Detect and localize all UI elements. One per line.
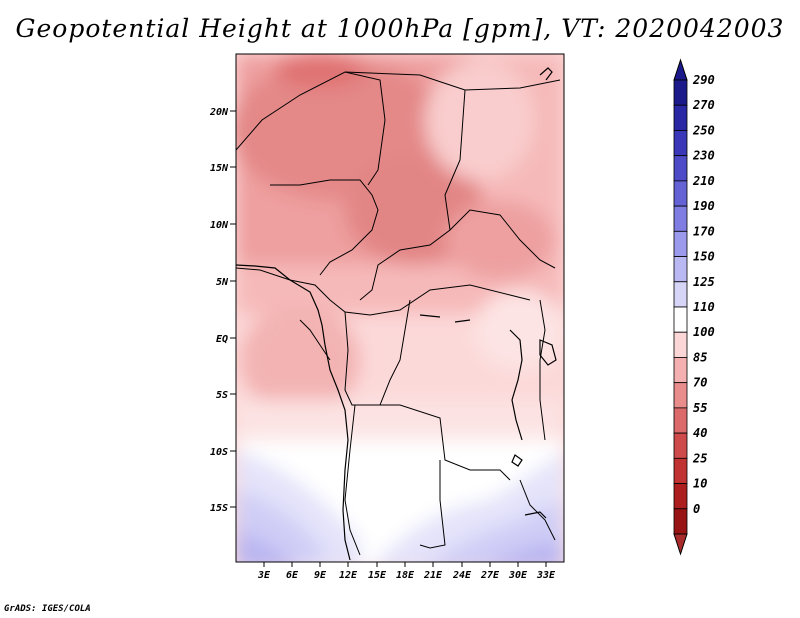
longitude-axis xyxy=(263,562,547,567)
lon-tick-label: 6E xyxy=(286,570,299,581)
colorbar-segment xyxy=(673,382,688,409)
colorbar-segment xyxy=(673,357,688,384)
colorbar-segment xyxy=(673,180,688,207)
colorbar-segment xyxy=(673,281,688,308)
country-borders xyxy=(236,71,561,556)
grads-credit: GrADS: IGES/COLA xyxy=(4,604,91,614)
colorbar-segment xyxy=(673,306,688,333)
colorbar-segment xyxy=(673,432,688,459)
colorbar: 2902702502302101901701501251101008570554… xyxy=(673,58,715,556)
lat-tick-label: 10S xyxy=(210,447,228,458)
colorbar-label: 110 xyxy=(693,300,715,314)
map-frame xyxy=(235,53,565,563)
colorbar-label: 290 xyxy=(692,73,715,87)
lat-tick-label: EQ xyxy=(216,334,228,345)
colorbar-label: 55 xyxy=(693,401,707,415)
lon-tick-label: 9E xyxy=(314,570,327,581)
colorbar-segment xyxy=(673,407,688,434)
colorbar-segment xyxy=(673,104,688,131)
colorbar-segment xyxy=(673,230,688,257)
colorbar-label: 100 xyxy=(693,325,715,339)
colorbar-label: 150 xyxy=(693,250,715,264)
colorbar-segment xyxy=(673,483,688,510)
lat-tick-label: 15S xyxy=(210,503,228,514)
lon-tick-label: 24E xyxy=(452,570,472,581)
lon-tick-label: 30E xyxy=(508,570,528,581)
colorbar-label: 25 xyxy=(692,451,707,465)
colorbar-segment xyxy=(673,331,688,358)
lat-tick-label: 15N xyxy=(210,163,229,174)
colorbar-segment xyxy=(673,130,688,157)
lon-tick-label: 21E xyxy=(423,570,443,581)
colorbar-segment xyxy=(673,79,688,106)
colorbar-label: 85 xyxy=(693,350,707,364)
lat-tick-label: 5N xyxy=(216,277,229,288)
lon-tick-label: 3E xyxy=(257,570,271,581)
colorbar-segment xyxy=(673,256,688,283)
lon-tick-label: 15E xyxy=(368,570,387,581)
lat-tick-label: 20N xyxy=(209,107,229,118)
height-field xyxy=(236,54,564,562)
colorbar-label: 190 xyxy=(693,199,715,213)
colorbar-label: 210 xyxy=(692,174,715,188)
map-title: Geopotential Height at 1000hPa [gpm], VT… xyxy=(15,14,785,43)
lon-tick-label: 27E xyxy=(480,570,500,581)
lon-tick-label: 18E xyxy=(396,570,415,581)
colorbar-label: 250 xyxy=(692,123,715,137)
colorbar-segment xyxy=(673,457,688,484)
lon-tick-label: 12E xyxy=(339,570,358,581)
colorbar-bottom-arrow xyxy=(673,533,688,556)
colorbar-top-arrow xyxy=(673,58,688,81)
colorbar-label: 170 xyxy=(693,224,715,238)
lat-tick-label: 5S xyxy=(216,390,228,401)
colorbar-label: 0 xyxy=(693,502,700,516)
colorbar-label: 70 xyxy=(693,376,707,390)
colorbar-label: 230 xyxy=(692,149,715,163)
colorbar-segment xyxy=(673,508,688,535)
lon-tick-label: 33E xyxy=(536,570,556,581)
colorbar-segment xyxy=(673,155,688,182)
colorbar-segment xyxy=(673,205,688,232)
coastline xyxy=(236,67,557,561)
colorbar-label: 40 xyxy=(693,426,707,440)
colorbar-label: 10 xyxy=(693,477,707,491)
colorbar-label: 270 xyxy=(692,98,715,112)
lat-tick-label: 10N xyxy=(210,220,229,231)
latitude-axis xyxy=(230,110,236,508)
colorbar-label: 125 xyxy=(693,275,715,289)
